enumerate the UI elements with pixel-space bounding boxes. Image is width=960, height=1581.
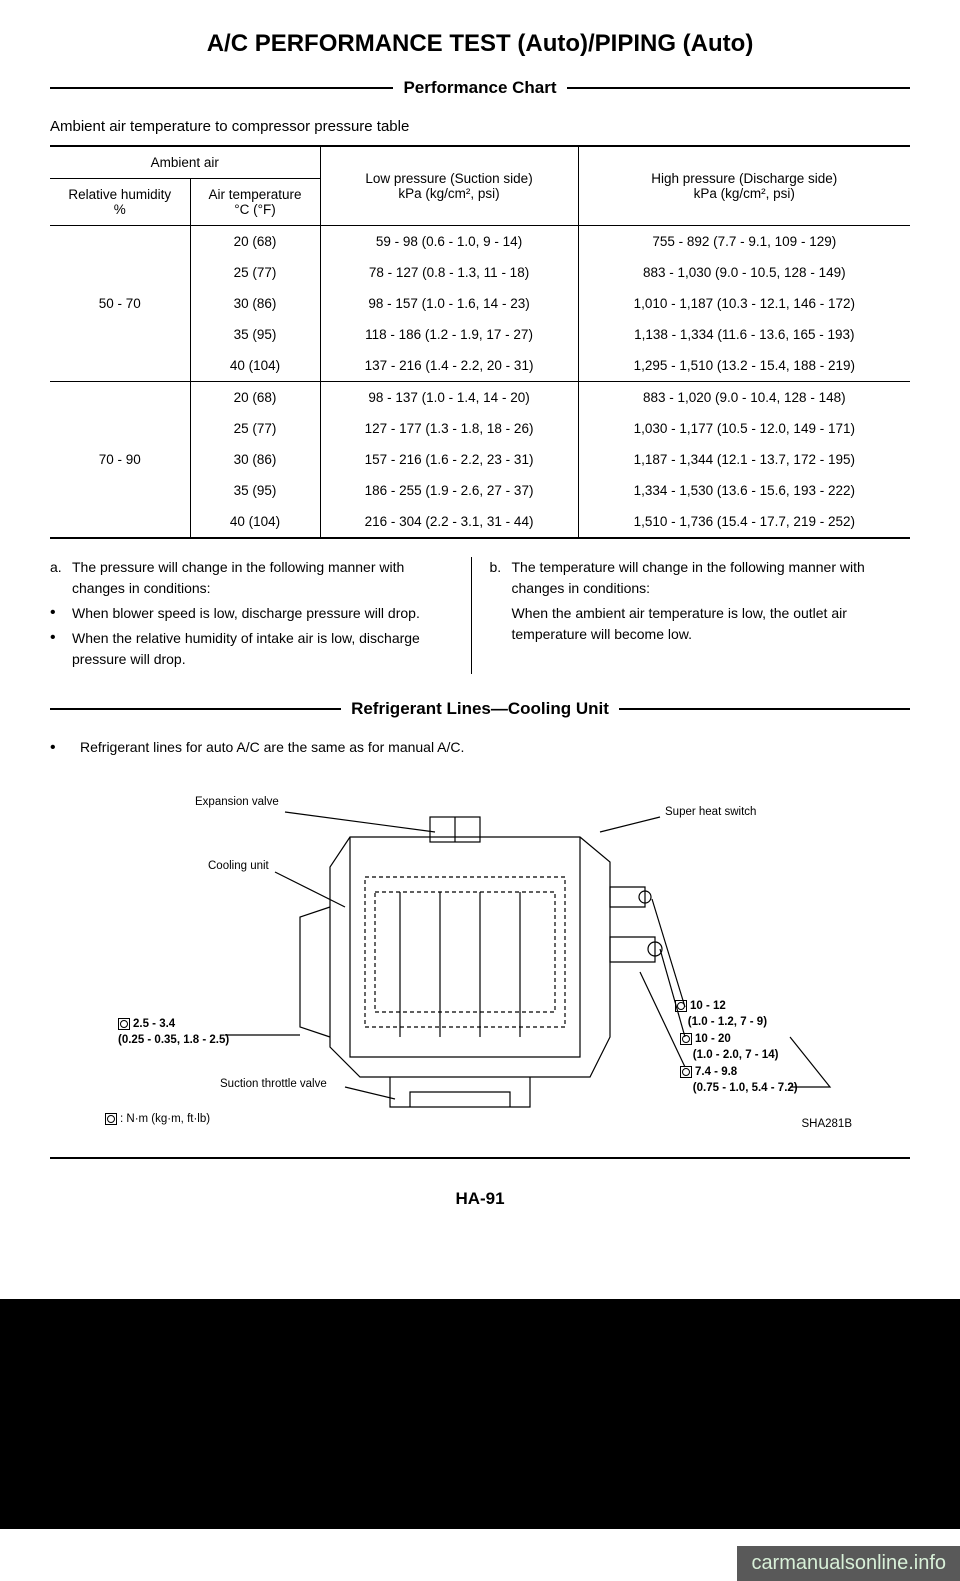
black-bar [0, 1299, 960, 1529]
table-cell: 1,030 - 1,177 (10.5 - 12.0, 149 - 171) [578, 413, 910, 444]
notes-col-a: a.The pressure will change in the follow… [50, 557, 472, 674]
table-cell: 157 - 216 (1.6 - 2.2, 23 - 31) [320, 444, 578, 475]
table-cell: 20 (68) [190, 382, 320, 414]
table-cell: 755 - 892 (7.7 - 9.1, 109 - 129) [578, 226, 910, 258]
torque3-unit: (1.0 - 2.0, 7 - 14) [693, 1049, 779, 1061]
cell-rh: 50 - 70 [50, 226, 190, 382]
table-cell: 127 - 177 (1.3 - 1.8, 18 - 26) [320, 413, 578, 444]
table-cell: 1,187 - 1,344 (12.1 - 13.7, 172 - 195) [578, 444, 910, 475]
th-ambient: Ambient air [50, 146, 320, 179]
section-label: Performance Chart [393, 78, 566, 98]
refrigerant-note-text: Refrigerant lines for auto A/C are the s… [80, 739, 464, 757]
bottom-rule [50, 1157, 910, 1159]
pressure-table: Ambient air Low pressure (Suction side) … [50, 145, 910, 539]
label-torque-4: 7.4 - 9.8 (0.75 - 1.0, 5.4 - 7.2) [680, 1065, 798, 1096]
page-title: A/C PERFORMANCE TEST (Auto)/PIPING (Auto… [50, 30, 910, 58]
label-torque-2: 10 - 12 (1.0 - 1.2, 7 - 9) [675, 999, 767, 1030]
table-cell: 78 - 127 (0.8 - 1.3, 11 - 18) [320, 257, 578, 288]
table-cell: 883 - 1,030 (9.0 - 10.5, 128 - 149) [578, 257, 910, 288]
torque1-val: 2.5 - 3.4 [133, 1018, 175, 1030]
torque-icon [680, 1033, 692, 1045]
refrigerant-note: • Refrigerant lines for auto A/C are the… [50, 739, 910, 757]
table-cell: 1,334 - 1,530 (13.6 - 15.6, 193 - 222) [578, 475, 910, 506]
label-legend: : N·m (kg·m, ft·lb) [105, 1112, 210, 1128]
note-a-marker: a. [50, 557, 72, 599]
label-torque-1: 2.5 - 3.4 (0.25 - 0.35, 1.8 - 2.5) [118, 1017, 229, 1048]
table-cell: 137 - 216 (1.4 - 2.2, 20 - 31) [320, 350, 578, 382]
section-refrigerant: Refrigerant Lines—Cooling Unit [50, 699, 910, 719]
th-rh-text: Relative humidity % [68, 187, 171, 217]
note-a-2: When blower speed is low, discharge pres… [72, 603, 420, 624]
torque3-val: 10 - 20 [695, 1033, 731, 1045]
table-cell: 35 (95) [190, 319, 320, 350]
label-suction-valve: Suction throttle valve [220, 1077, 327, 1093]
cooling-unit-diagram: Expansion valve Cooling unit Super heat … [100, 777, 860, 1147]
cell-rh: 70 - 90 [50, 382, 190, 539]
label-torque-3: 10 - 20 (1.0 - 2.0, 7 - 14) [680, 1032, 778, 1063]
page: A/C PERFORMANCE TEST (Auto)/PIPING (Auto… [0, 0, 960, 1581]
torque4-unit: (0.75 - 1.0, 5.4 - 7.2) [693, 1082, 798, 1094]
table-caption: Ambient air temperature to compressor pr… [50, 118, 910, 135]
label-diagram-code: SHA281B [801, 1117, 852, 1133]
notes: a.The pressure will change in the follow… [50, 557, 910, 674]
table-cell: 40 (104) [190, 506, 320, 538]
note-a-3: When the relative humidity of intake air… [72, 628, 459, 670]
notes-col-b: b.The temperature will change in the fol… [472, 557, 911, 674]
table-cell: 40 (104) [190, 350, 320, 382]
content-area: A/C PERFORMANCE TEST (Auto)/PIPING (Auto… [0, 0, 960, 1209]
th-low-text: Low pressure (Suction side) kPa (kg/cm²,… [365, 171, 532, 201]
table-cell: 30 (86) [190, 444, 320, 475]
section-label: Refrigerant Lines—Cooling Unit [341, 699, 619, 719]
section-performance-chart: Performance Chart [50, 78, 910, 98]
table-cell: 186 - 255 (1.9 - 2.6, 27 - 37) [320, 475, 578, 506]
bullet-icon: • [50, 739, 80, 757]
th-rh: Relative humidity % [50, 179, 190, 226]
legend-text: : N·m (kg·m, ft·lb) [120, 1113, 210, 1125]
label-expansion-valve: Expansion valve [195, 795, 279, 811]
torque-icon [675, 1000, 687, 1012]
bullet-icon: • [50, 603, 72, 624]
table-cell: 25 (77) [190, 257, 320, 288]
note-a-1: The pressure will change in the followin… [72, 557, 459, 599]
table-cell: 1,010 - 1,187 (10.3 - 12.1, 146 - 172) [578, 288, 910, 319]
rule-right [567, 87, 910, 89]
table-cell: 98 - 137 (1.0 - 1.4, 14 - 20) [320, 382, 578, 414]
label-cooling-unit: Cooling unit [208, 859, 269, 875]
table-cell: 1,510 - 1,736 (15.4 - 17.7, 219 - 252) [578, 506, 910, 538]
th-high: High pressure (Discharge side) kPa (kg/c… [578, 146, 910, 226]
torque-icon [105, 1113, 117, 1125]
th-at-text: Air temperature °C (°F) [208, 187, 301, 217]
table-cell: 883 - 1,020 (9.0 - 10.4, 128 - 148) [578, 382, 910, 414]
torque-icon [680, 1066, 692, 1078]
note-b-2: When the ambient air temperature is low,… [512, 603, 899, 645]
label-super-heat: Super heat switch [665, 805, 756, 821]
th-high-text: High pressure (Discharge side) kPa (kg/c… [651, 171, 837, 201]
table-cell: 216 - 304 (2.2 - 3.1, 31 - 44) [320, 506, 578, 538]
note-b-1: The temperature will change in the follo… [512, 557, 899, 599]
table-cell: 20 (68) [190, 226, 320, 258]
rule-left [50, 708, 341, 710]
torque2-val: 10 - 12 [690, 1000, 726, 1012]
bullet-icon: • [50, 628, 72, 670]
spacer [490, 603, 512, 645]
torque-icon [118, 1018, 130, 1030]
table-cell: 35 (95) [190, 475, 320, 506]
th-low: Low pressure (Suction side) kPa (kg/cm²,… [320, 146, 578, 226]
watermark: carmanualsonline.info [737, 1546, 960, 1581]
table-cell: 59 - 98 (0.6 - 1.0, 9 - 14) [320, 226, 578, 258]
note-b-marker: b. [490, 557, 512, 599]
rule-left [50, 87, 393, 89]
torque4-val: 7.4 - 9.8 [695, 1066, 737, 1078]
table-cell: 98 - 157 (1.0 - 1.6, 14 - 23) [320, 288, 578, 319]
table-cell: 118 - 186 (1.2 - 1.9, 17 - 27) [320, 319, 578, 350]
torque1-unit: (0.25 - 0.35, 1.8 - 2.5) [118, 1034, 229, 1046]
rule-right [619, 708, 910, 710]
table-cell: 1,295 - 1,510 (13.2 - 15.4, 188 - 219) [578, 350, 910, 382]
table-cell: 30 (86) [190, 288, 320, 319]
page-number: HA-91 [50, 1189, 910, 1209]
table-cell: 1,138 - 1,334 (11.6 - 13.6, 165 - 193) [578, 319, 910, 350]
th-at: Air temperature °C (°F) [190, 179, 320, 226]
table-cell: 25 (77) [190, 413, 320, 444]
torque2-unit: (1.0 - 1.2, 7 - 9) [688, 1016, 767, 1028]
